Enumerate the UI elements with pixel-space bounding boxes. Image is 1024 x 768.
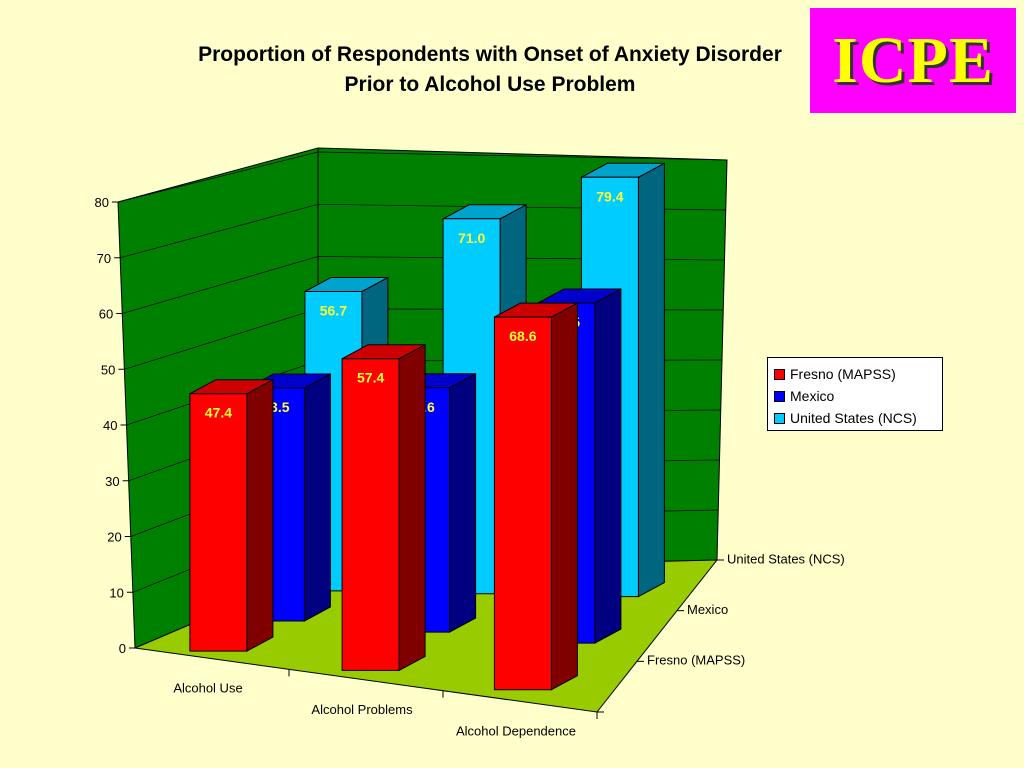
legend-swatch (774, 368, 785, 380)
depth-tick-label: United States (NCS) (727, 551, 845, 566)
legend-item: United States (NCS) (774, 407, 936, 429)
data-label: 56.7 (320, 302, 347, 318)
data-label: 79.4 (596, 188, 623, 204)
depth-tick-label: Mexico (687, 602, 728, 617)
y-tick-label: 20 (107, 530, 121, 545)
chart-legend: Fresno (MAPSS) Mexico United States (NCS) (767, 357, 943, 431)
y-axis: 0 10 20 30 40 50 60 70 80 (95, 195, 135, 656)
y-tick-label: 40 (103, 418, 117, 433)
x-tick-label: Alcohol Use (173, 681, 242, 696)
y-tick-label: 60 (99, 307, 113, 322)
gridline (117, 151, 728, 203)
legend-item: Mexico (774, 385, 936, 407)
y-tick-label: 0 (119, 641, 126, 656)
chart-title-line-2: Prior to Alcohol Use Problem (344, 73, 636, 96)
bar-side (398, 343, 426, 672)
legend-swatch (774, 412, 785, 424)
legend-label: Fresno (MAPSS) (790, 366, 896, 382)
bar-side (246, 378, 274, 652)
data-label: 71.0 (458, 230, 485, 246)
bar: 57.4 (341, 343, 426, 672)
chart-title: Proportion of Respondents with Onset of … (40, 40, 940, 100)
logo-text: ICPE (832, 23, 994, 97)
y-tick-label: 30 (105, 474, 119, 489)
x-axis: Alcohol Use Alcohol Problems Alcohol Depen… (173, 669, 598, 738)
bar-side (594, 288, 622, 644)
y-tick-label: 80 (95, 195, 109, 210)
chart-title-line-1: Proportion of Respondents with Onset of … (198, 43, 782, 66)
legend-label: United States (NCS) (790, 410, 917, 426)
data-label: 57.4 (357, 370, 384, 386)
icpe-logo: ICPE (810, 8, 1016, 113)
y-tick-label: 50 (101, 362, 115, 377)
legend-item: Fresno (MAPSS) (774, 363, 936, 385)
legend-label: Mexico (790, 388, 835, 404)
y-tick-label: 10 (109, 585, 123, 600)
y-tick-label: 70 (97, 251, 111, 266)
x-tick-label: Alcohol Problems (311, 702, 413, 717)
bar: 47.4 (189, 378, 274, 652)
x-tick-label: Alcohol Dependence (456, 723, 576, 738)
bar-side (550, 302, 578, 691)
legend-swatch (774, 390, 785, 402)
bar-side (637, 162, 665, 598)
bar-front (189, 393, 248, 652)
bars: 56.771.079.443.545.663.547.457.468.6 (189, 162, 665, 691)
data-label: 47.4 (205, 405, 232, 421)
depth-axis: Fresno (MAPSS) Mexico United States (NCS) (597, 551, 845, 713)
depth-tick-label: Fresno (MAPSS) (647, 653, 745, 668)
data-label: 68.6 (509, 328, 536, 344)
bar-side (303, 373, 331, 622)
bar-front (493, 316, 552, 691)
bar-front (341, 358, 400, 671)
bar: 68.6 (493, 302, 578, 691)
bar-side (449, 372, 477, 633)
